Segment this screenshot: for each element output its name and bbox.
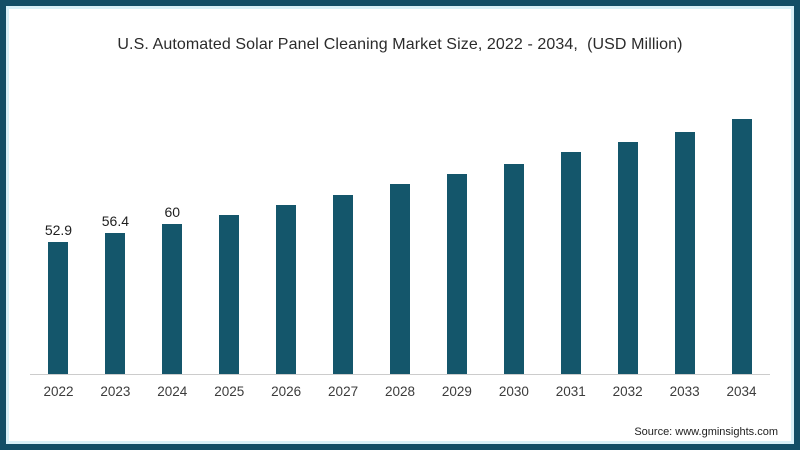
bar (219, 215, 240, 374)
bar (674, 131, 695, 374)
bar (48, 241, 69, 374)
bar-column (258, 99, 315, 374)
x-axis-line (30, 374, 770, 375)
x-axis-tick-label: 2032 (612, 384, 643, 399)
bar (105, 233, 126, 374)
bar-value-label: 56.4 (101, 213, 129, 229)
x-axis-labels: 2022 2023 2024 2025 2026 2027 2028 2029 2030 2031… (30, 384, 770, 399)
chart-title: U.S. Automated Solar Panel Cleaning Mark… (117, 36, 683, 53)
x-axis-tick-label: 2025 (214, 384, 245, 399)
bar-column (201, 99, 258, 374)
bars-container: 52.9 56.4 60 (30, 99, 770, 374)
x-axis-tick-label: 2029 (441, 384, 472, 399)
x-axis-tick-label: 2026 (271, 384, 302, 399)
bar (276, 205, 297, 374)
bar-column (485, 99, 542, 374)
bar (333, 195, 354, 374)
bar-column (599, 99, 656, 374)
x-axis-tick-label: 2031 (555, 384, 586, 399)
bar (389, 184, 410, 374)
x-axis-tick-label: 2024 (157, 384, 188, 399)
bar-column (713, 99, 770, 374)
x-axis-tick-label: 2022 (43, 384, 74, 399)
plot-area: 52.9 56.4 60 2022 2023 2024 2025 2026 2027 2028 2… (6, 6, 794, 444)
x-axis-tick-label: 2030 (498, 384, 529, 399)
x-axis-tick-label: 2028 (384, 384, 416, 399)
bar (162, 224, 183, 374)
bar-column (428, 99, 485, 374)
bar (503, 164, 524, 374)
x-axis-tick-label: 2027 (328, 384, 359, 399)
x-axis-tick-label: 2034 (726, 384, 757, 399)
bar-column (315, 99, 372, 374)
bar-column (542, 99, 599, 374)
x-axis-tick-label: 2023 (100, 384, 131, 399)
bar-value-label: 52.9 (44, 221, 73, 238)
bar (617, 141, 638, 374)
bar-column: 52.9 (30, 99, 87, 374)
bar-column (656, 99, 713, 374)
bar (446, 174, 467, 374)
bar-column: 60 (144, 99, 201, 374)
bar (731, 119, 752, 374)
bar (560, 151, 581, 374)
bar-column (372, 99, 429, 374)
bar-column: 56.4 (87, 99, 144, 374)
x-axis-tick-label: 2033 (669, 384, 700, 399)
source-attribution: Source: www.gminsights.com (634, 426, 778, 438)
bar-value-label: 60 (164, 204, 181, 220)
